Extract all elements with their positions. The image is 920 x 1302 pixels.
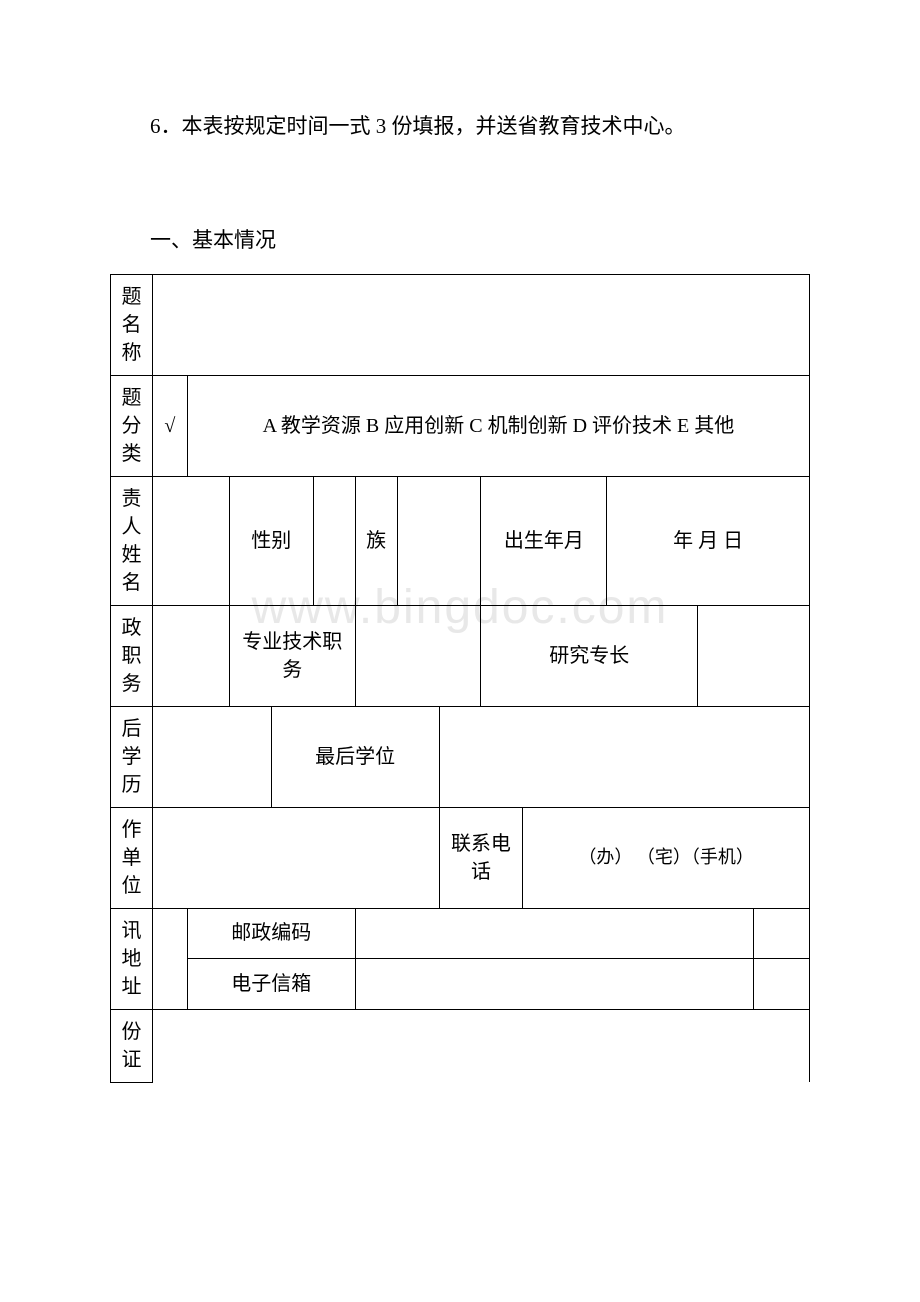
form-table: 题名称 题分类 √ A 教学资源 B 应用创新 C 机制创新 D 评价技术 E … <box>110 274 810 1083</box>
label-postcode: 邮政编码 <box>187 908 355 959</box>
label-degree: 最后学位 <box>271 706 439 807</box>
field-ethnic[interactable] <box>397 476 481 605</box>
label-education: 后学历 <box>111 706 153 807</box>
field-topic-name[interactable] <box>152 274 809 375</box>
field-postcode[interactable] <box>355 908 753 959</box>
label-phone: 联系电话 <box>439 807 523 908</box>
field-email[interactable] <box>355 959 753 1010</box>
field-degree[interactable] <box>439 706 810 807</box>
label-topic-name: 题名称 <box>111 274 153 375</box>
field-tech-title[interactable] <box>355 605 481 706</box>
label-ethnic: 族 <box>355 476 397 605</box>
field-specialty[interactable] <box>698 605 810 706</box>
field-email-extra[interactable] <box>754 959 810 1010</box>
field-phone[interactable]: （办） （宅）（手机） <box>523 807 810 908</box>
label-gender: 性别 <box>229 476 313 605</box>
field-check[interactable]: √ <box>152 375 187 476</box>
label-email: 电子信箱 <box>187 959 355 1010</box>
label-work-unit: 作单位 <box>111 807 153 908</box>
field-education[interactable] <box>152 706 271 807</box>
field-work-unit[interactable] <box>152 807 439 908</box>
label-position: 政职务 <box>111 605 153 706</box>
field-person-name[interactable] <box>152 476 229 605</box>
label-tech-title: 专业技术职务 <box>229 605 355 706</box>
field-birth-date[interactable]: 年 月 日 <box>607 476 810 605</box>
field-gender-blank1[interactable] <box>313 476 355 605</box>
label-person-name: 责人姓名 <box>111 476 153 605</box>
label-specialty: 研究专长 <box>481 605 698 706</box>
label-id: 份证 <box>111 1009 153 1082</box>
label-topic-category: 题分类 <box>111 375 153 476</box>
field-postcode-extra[interactable] <box>754 908 810 959</box>
field-category-options: A 教学资源 B 应用创新 C 机制创新 D 评价技术 E 其他 <box>187 375 809 476</box>
label-address: 讯地址 <box>111 908 153 1009</box>
field-address[interactable] <box>152 908 187 1009</box>
field-id[interactable] <box>152 1009 809 1082</box>
field-position[interactable] <box>152 605 229 706</box>
section-title: 一、基本情况 <box>150 224 810 254</box>
label-birth: 出生年月 <box>481 476 607 605</box>
intro-paragraph: 6．本表按规定时间一式 3 份填报，并送省教育技术中心。 <box>150 110 810 144</box>
